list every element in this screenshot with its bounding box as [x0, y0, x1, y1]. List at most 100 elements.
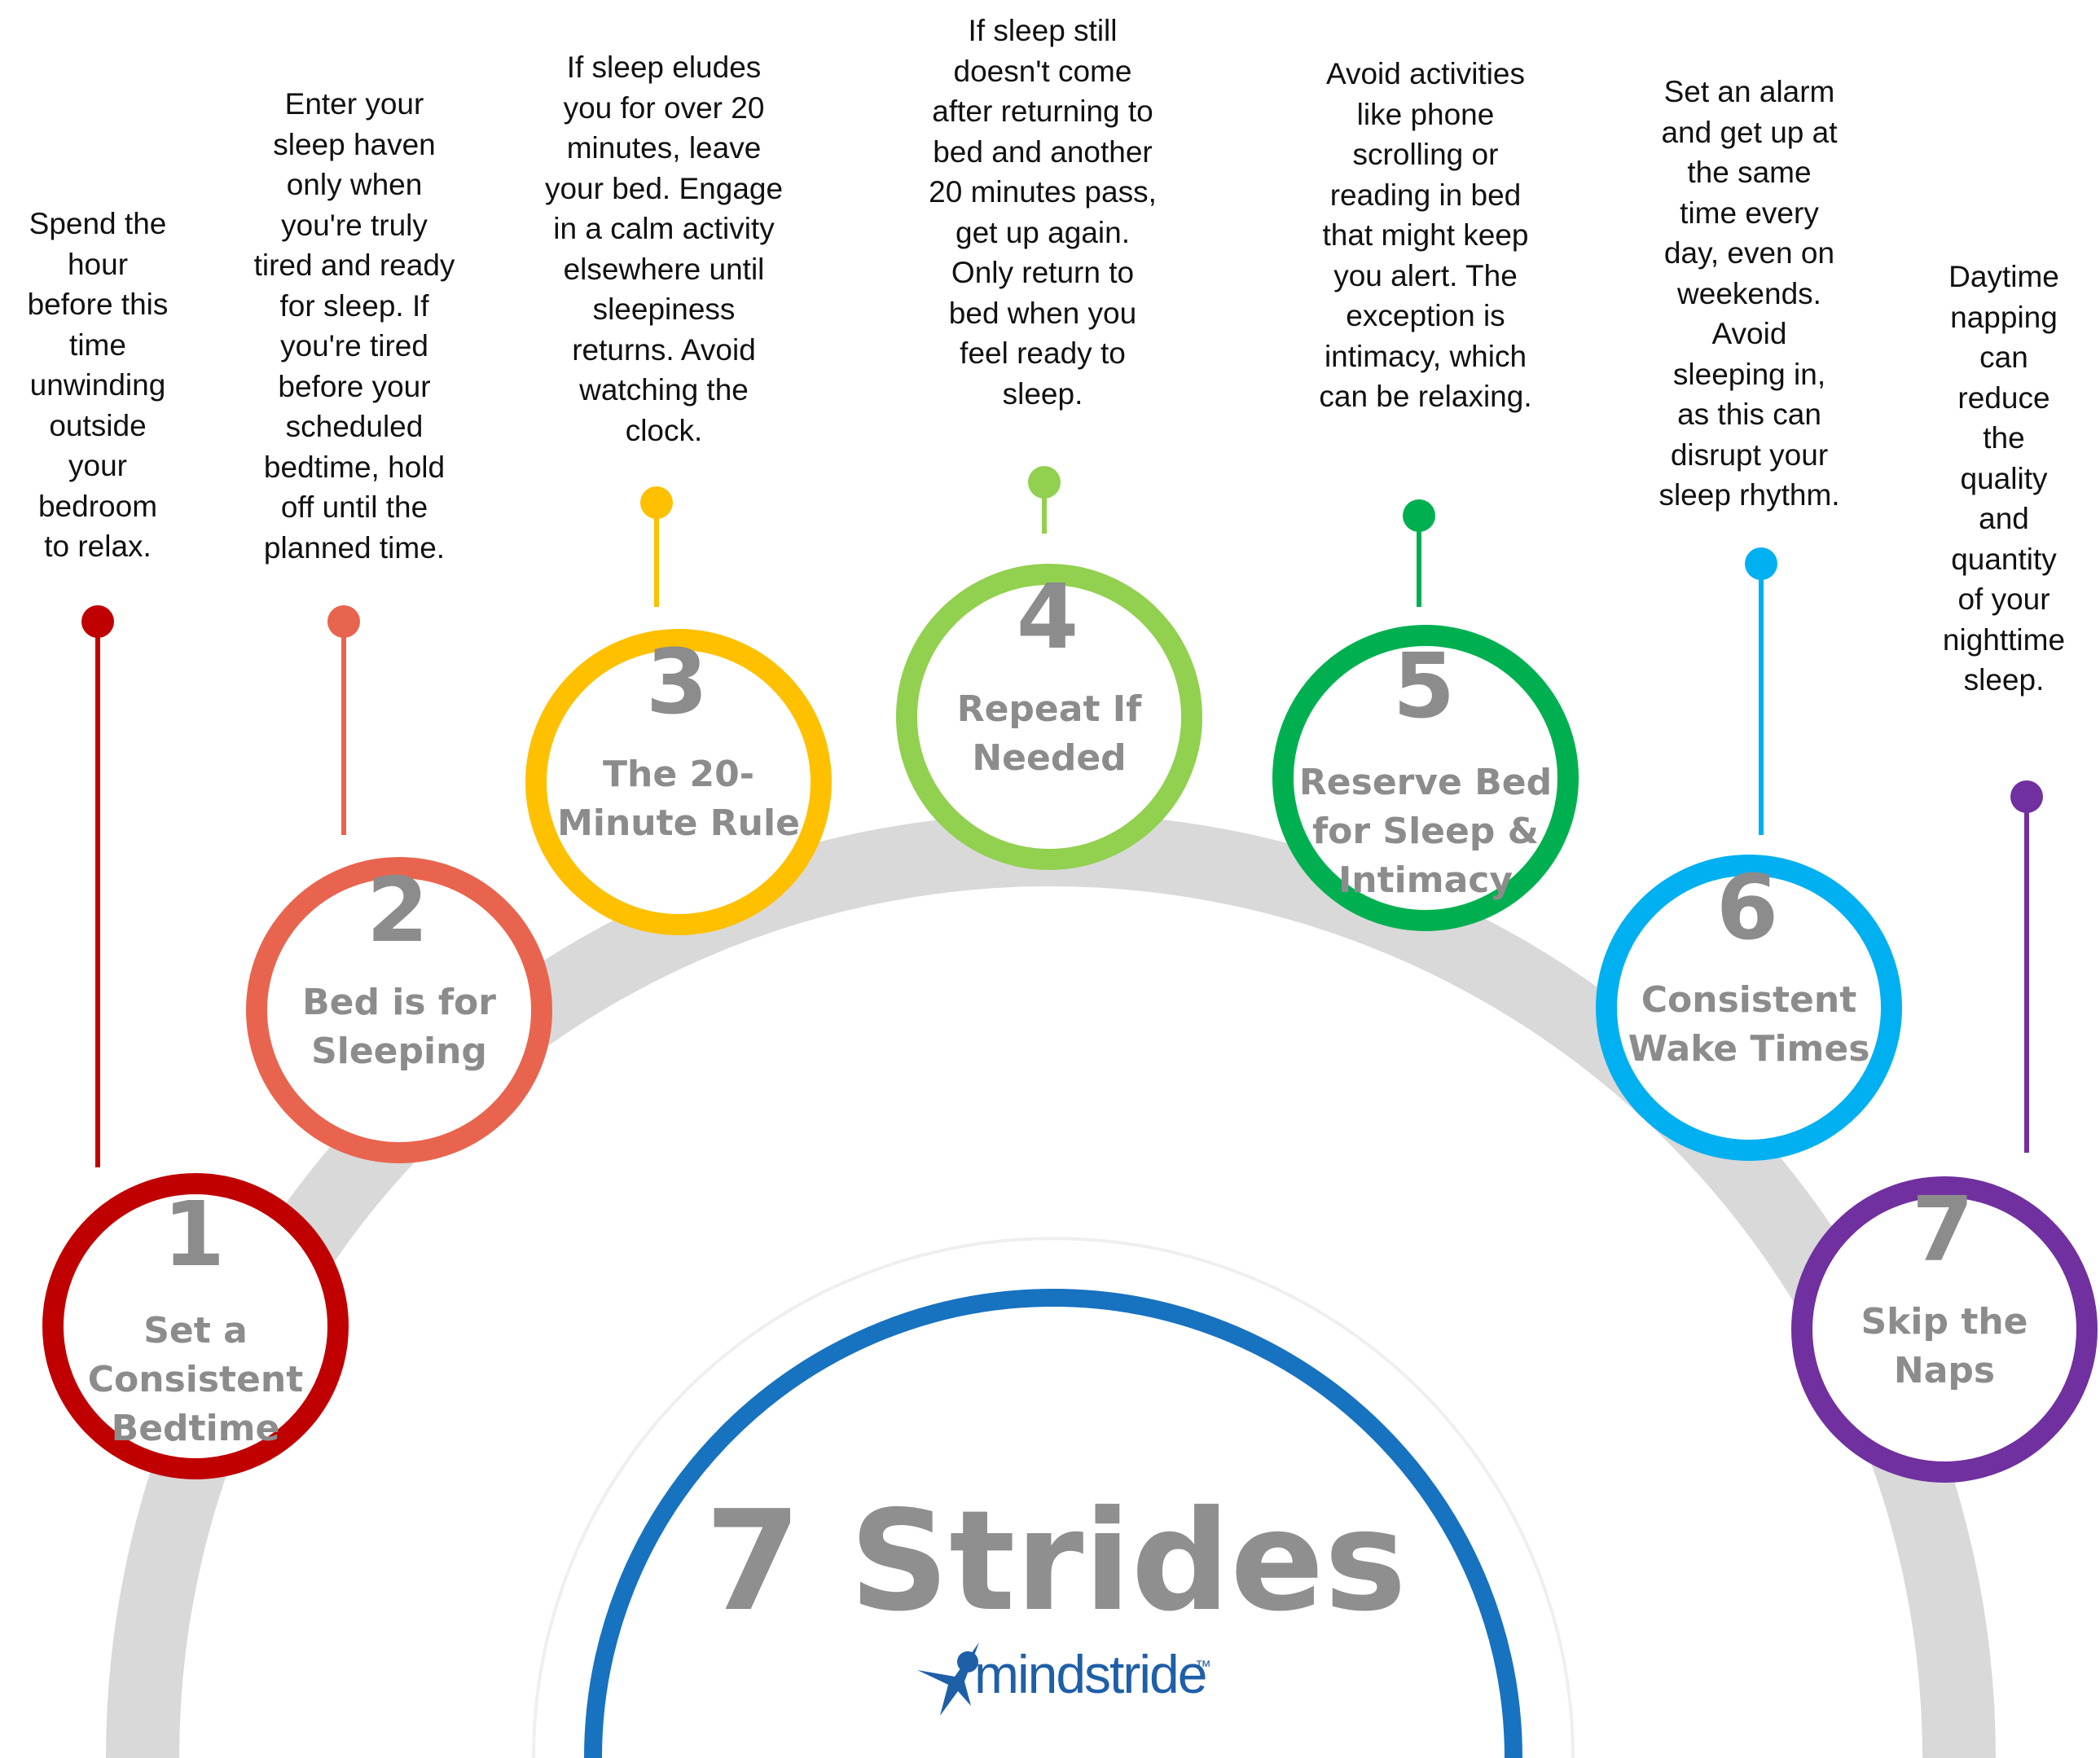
step-5-title-line: Reserve Bed: [1299, 762, 1552, 803]
description-line: If sleep still: [968, 14, 1118, 47]
step-4-number: 4: [1017, 565, 1079, 669]
description-line: elsewhere until: [563, 252, 765, 286]
description-line: time every: [1680, 196, 1819, 230]
description-line: hour: [67, 247, 129, 281]
description-line: disrupt your: [1670, 437, 1829, 472]
description-line: weekends.: [1677, 276, 1821, 310]
step-6-title-line: Wake Times: [1628, 1028, 1870, 1070]
description-line: Only return to: [951, 256, 1135, 289]
step-7-number: 7: [1912, 1177, 1975, 1281]
step-4-title-line: Repeat If: [957, 688, 1142, 730]
description-line: sleeping in,: [1672, 357, 1826, 391]
brand-logo: mindstride ™: [917, 1642, 1211, 1716]
description-line: and: [1979, 502, 2029, 535]
description-line: Daytime: [1948, 260, 2059, 293]
description-line: only when: [286, 168, 423, 201]
step-1-number: 1: [163, 1182, 226, 1286]
step-7-description: Daytime napping can reduce the quality and quan…: [1931, 257, 2077, 701]
step-1-title-line: Set a: [143, 1310, 248, 1351]
step-2-description: Enter your sleep haven only when you're tru…: [236, 84, 472, 568]
description-line: off until the: [280, 490, 428, 524]
description-line: after returning to: [932, 94, 1153, 128]
description-line: as this can: [1677, 398, 1821, 431]
description-line: to relax.: [44, 530, 152, 563]
step-5-dot: [1403, 499, 1435, 532]
description-line: Avoid: [1711, 317, 1787, 350]
step-7-ring: [1791, 1176, 2098, 1483]
description-line: time: [69, 327, 126, 362]
description-line: before your: [278, 369, 431, 403]
steps-layer: 1 Set a Consistent Bedtime 2 Bed is for Sleepi…: [42, 466, 2098, 1483]
description-line: Enter your: [284, 87, 424, 121]
description-line: returns. Avoid: [572, 332, 756, 367]
description-line: 20 minutes pass,: [929, 175, 1157, 209]
description-line: the: [1983, 421, 2025, 455]
description-line: unwinding: [29, 368, 166, 402]
step-6-description: Set an alarm and get up at the same time ev…: [1625, 72, 1874, 516]
description-line: feel ready to: [960, 336, 1126, 370]
description-line: scheduled: [285, 410, 424, 443]
step-5-ring: [1272, 625, 1579, 931]
description-line: Spend the: [29, 207, 167, 240]
brand-name: mindstride: [974, 1644, 1206, 1704]
step-5-number: 5: [1393, 634, 1456, 738]
description-line: you're tired: [280, 329, 428, 363]
description-line: the same: [1687, 156, 1812, 189]
description-line: that might keep: [1322, 218, 1529, 252]
inner-arc: [584, 1289, 1522, 1758]
inner-arc-outline: [532, 1237, 1575, 1758]
description-line: bedtime, hold: [263, 450, 446, 484]
step-7-dot: [2010, 780, 2043, 813]
step-3-dot: [640, 486, 673, 519]
brand-trademark: ™: [1195, 1658, 1211, 1676]
step-3-title-line: Minute Rule: [557, 802, 800, 844]
step-2-ring: [246, 857, 552, 1163]
description-line: sleepiness: [592, 292, 736, 326]
description-line: day, even on: [1663, 236, 1835, 270]
description-line: you're truly: [281, 208, 428, 242]
description-line: tired and ready: [253, 248, 455, 282]
description-line: bed and another: [933, 134, 1153, 169]
step-5-title-line: Intimacy: [1338, 859, 1513, 901]
description-line: planned time.: [263, 530, 446, 565]
step-7-title-line: Skip the: [1861, 1301, 2028, 1343]
description-line: and get up at: [1661, 115, 1838, 149]
step-4-dot: [1028, 466, 1061, 499]
description-line: doesn't come: [953, 54, 1132, 88]
main-title: 7 Strides: [705, 1481, 1406, 1642]
step-4-title-line: Needed: [972, 737, 1126, 779]
description-line: your bed. Engage: [544, 171, 784, 205]
step-5-description: Avoid activities like phone scrolling or re…: [1295, 54, 1556, 417]
description-line: sleep.: [1002, 376, 1083, 411]
description-line: Set an alarm: [1663, 75, 1835, 108]
step-6-ring: [1596, 855, 1902, 1161]
description-line: your: [68, 449, 127, 482]
step-6-title-line: Consistent: [1641, 979, 1857, 1021]
step-1-title-line: Consistent: [88, 1359, 304, 1400]
description-line: sleep.: [1963, 663, 2045, 697]
step-1-ring: [42, 1173, 349, 1479]
step-1-dot: [81, 605, 114, 638]
description-line: quality: [1960, 461, 2048, 495]
step-6-dot: [1745, 547, 1777, 580]
figure-star-icon: [917, 1642, 979, 1716]
description-line: intimacy, which: [1324, 339, 1527, 373]
description-line: minutes, leave: [566, 131, 762, 165]
description-line: outside: [49, 408, 147, 442]
step-4-description: If sleep still doesn't come after returnin…: [904, 11, 1181, 414]
description-line: in a calm activity: [553, 212, 775, 245]
step-3-description: If sleep eludes you for over 20 minutes, l…: [529, 47, 798, 450]
description-line: can be relaxing.: [1319, 380, 1532, 413]
step-1-description: Spend the hour before this time unwinding out…: [0, 204, 196, 567]
description-line: clock.: [625, 413, 703, 447]
description-line: can: [1979, 341, 2028, 374]
step-3-ring: [525, 629, 832, 935]
step-7-title-line: Naps: [1894, 1350, 1995, 1391]
step-5-title-line: for Sleep &: [1312, 811, 1539, 852]
description-line: sleep haven: [273, 127, 436, 161]
description-line: bedroom: [37, 489, 158, 523]
step-3-title-line: The 20-: [603, 754, 754, 795]
step-2-dot: [327, 605, 360, 638]
description-line: reading in bed: [1329, 178, 1522, 212]
description-line: nighttime: [1942, 622, 2066, 657]
